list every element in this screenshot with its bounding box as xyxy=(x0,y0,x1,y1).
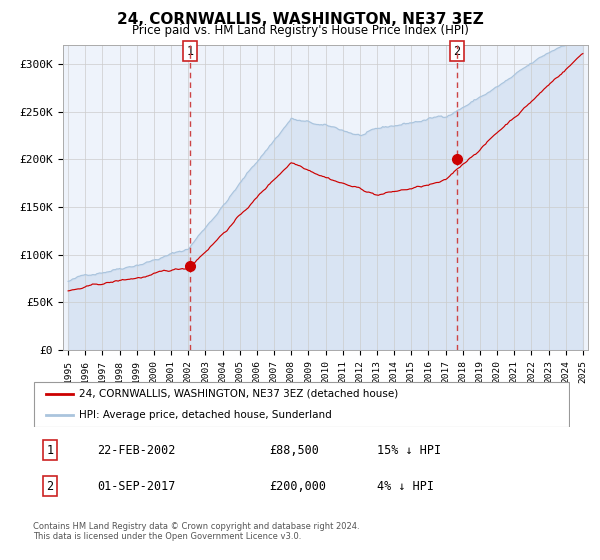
Text: 24, CORNWALLIS, WASHINGTON, NE37 3EZ (detached house): 24, CORNWALLIS, WASHINGTON, NE37 3EZ (de… xyxy=(79,389,398,399)
Text: This data is licensed under the Open Government Licence v3.0.: This data is licensed under the Open Gov… xyxy=(33,532,301,541)
Text: 01-SEP-2017: 01-SEP-2017 xyxy=(97,480,176,493)
Text: £200,000: £200,000 xyxy=(269,480,326,493)
Text: £88,500: £88,500 xyxy=(269,444,319,456)
Text: 15% ↓ HPI: 15% ↓ HPI xyxy=(377,444,441,456)
FancyBboxPatch shape xyxy=(34,382,569,427)
Text: Price paid vs. HM Land Registry's House Price Index (HPI): Price paid vs. HM Land Registry's House … xyxy=(131,24,469,37)
Text: 1: 1 xyxy=(47,444,54,456)
Text: HPI: Average price, detached house, Sunderland: HPI: Average price, detached house, Sund… xyxy=(79,410,331,420)
Text: Contains HM Land Registry data © Crown copyright and database right 2024.: Contains HM Land Registry data © Crown c… xyxy=(33,522,359,531)
Text: 24, CORNWALLIS, WASHINGTON, NE37 3EZ: 24, CORNWALLIS, WASHINGTON, NE37 3EZ xyxy=(116,12,484,27)
Text: 22-FEB-2002: 22-FEB-2002 xyxy=(97,444,176,456)
Text: 4% ↓ HPI: 4% ↓ HPI xyxy=(377,480,434,493)
Text: 2: 2 xyxy=(454,45,461,58)
Text: 2: 2 xyxy=(47,480,54,493)
Text: 1: 1 xyxy=(187,45,194,58)
